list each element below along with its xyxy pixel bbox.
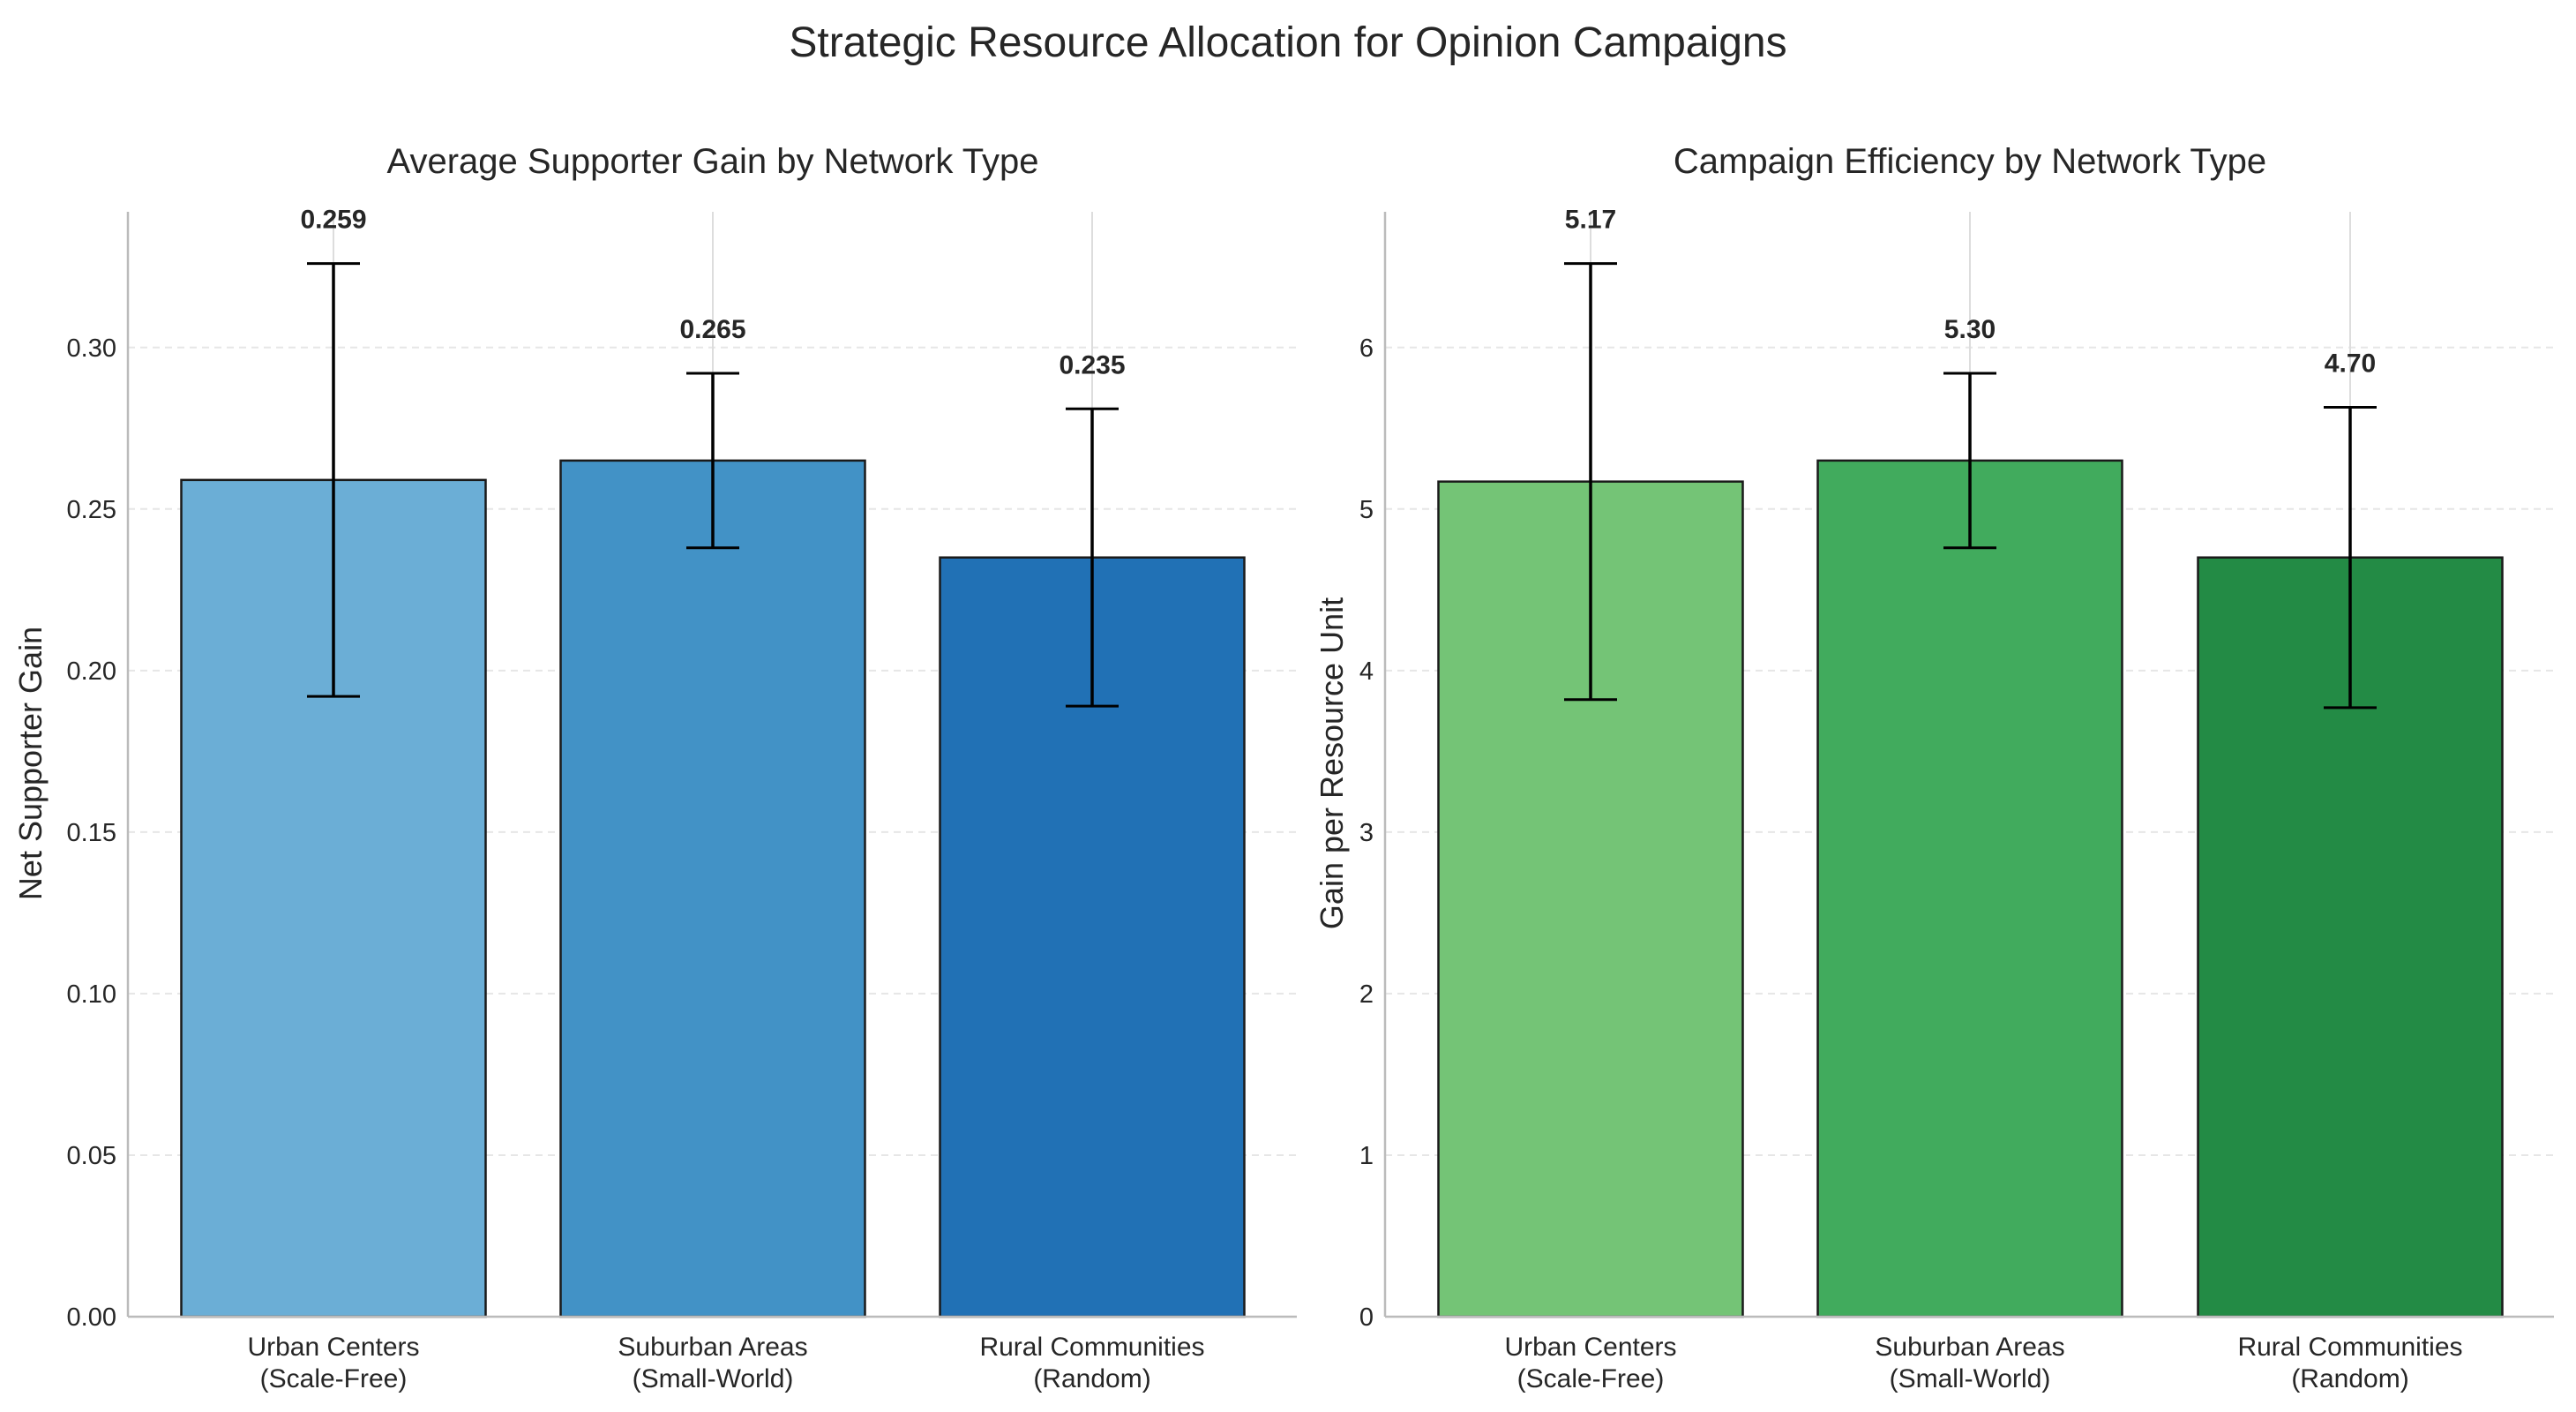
right-x-tick-label-2: Rural Communities (Random): [2237, 1333, 2462, 1393]
left-x-tick-label-0-line-0: Urban Centers: [247, 1333, 419, 1362]
right-chart: 5.17 5.30 4.70 0 1 2 3 4 5 6 Urban Centers (Scale…: [1314, 142, 2554, 1393]
left-y-tick-label-0: 0.00: [67, 1303, 116, 1332]
right-y-tick-label-3: 3: [1359, 819, 1374, 847]
right-y-axis-label: Gain per Resource Unit: [1314, 597, 1350, 929]
left-y-tick-label-2: 0.10: [67, 980, 116, 1009]
left-x-tick-label-0: Urban Centers (Scale-Free): [247, 1333, 419, 1393]
right-y-tick-label-2: 2: [1359, 980, 1374, 1009]
figure-title: Strategic Resource Allocation for Opinio…: [789, 19, 1786, 66]
right-x-ticks: Urban Centers (Scale-Free)Suburban Areas(…: [1504, 1333, 2462, 1393]
right-y-tick-label-4: 4: [1359, 657, 1374, 686]
left-y-tick-label-5: 0.25: [67, 496, 116, 524]
left-x-tick-label-1-line-0: Suburban Areas: [618, 1333, 807, 1362]
left-errorbars: [307, 262, 1119, 708]
left-y-ticks: 0.00 0.05 0.10 0.15 0.20 0.25 0.30: [67, 334, 116, 1332]
left-x-tick-label-2: Rural Communities (Random): [979, 1333, 1204, 1393]
right-y-tick-label-0: 0: [1359, 1303, 1374, 1332]
left-y-tick-label-1: 0.05: [67, 1142, 116, 1170]
right-y-tick-label-6: 6: [1359, 334, 1374, 363]
left-x-ticks: Urban Centers (Scale-Free)Suburban Areas(…: [247, 1333, 1204, 1393]
right-value-label-0: 5.17: [1565, 206, 1616, 235]
right-axes: [1383, 212, 2554, 1318]
left-y-tick-label-3: 0.15: [67, 819, 116, 847]
right-x-tick-label-1: Suburban Areas (Small-World): [1875, 1333, 2064, 1393]
left-x-tick-label-1-line-1: (Small-World): [633, 1364, 794, 1393]
left-x-tick-label-1: Suburban Areas (Small-World): [618, 1333, 807, 1393]
left-bars: [180, 459, 1246, 1318]
left-value-label-2: 0.235: [1059, 350, 1125, 379]
right-bars: [1437, 459, 2504, 1318]
right-x-tick-label-0-line-0: Urban Centers: [1504, 1333, 1676, 1362]
left-y-tick-label-4: 0.20: [67, 657, 116, 686]
right-x-tick-label-0-line-1: (Scale-Free): [1517, 1364, 1665, 1393]
left-x-tick-label-0-line-1: (Scale-Free): [260, 1364, 408, 1393]
left-chart-title: Average Supporter Gain by Network Type: [387, 142, 1039, 181]
right-errorbars: [1564, 262, 2377, 710]
right-y-tick-label-1: 1: [1359, 1142, 1374, 1170]
left-value-label-0: 0.259: [300, 206, 366, 235]
left-bar-2: [939, 556, 1246, 1318]
left-x-tick-label-2-line-0: Rural Communities: [979, 1333, 1204, 1362]
left-chart: 0.259 0.265 0.235 0.00 0.05 0.10 0.15 0.20 0.25…: [12, 142, 1297, 1393]
right-x-tick-label-1-line-1: (Small-World): [1890, 1364, 2051, 1393]
left-value-labels: 0.259 0.265 0.235: [300, 206, 1125, 380]
right-value-label-1: 5.30: [1944, 315, 1996, 344]
left-axes: [126, 212, 1297, 1318]
left-y-tick-label-6: 0.30: [67, 334, 116, 363]
right-x-tick-label-1-line-0: Suburban Areas: [1875, 1333, 2064, 1362]
left-y-axis-label: Net Supporter Gain: [12, 627, 49, 900]
right-chart-title: Campaign Efficiency by Network Type: [1674, 142, 2266, 181]
right-y-ticks: 0 1 2 3 4 5 6: [1359, 334, 1374, 1332]
right-x-tick-label-2-line-0: Rural Communities: [2237, 1333, 2462, 1362]
right-value-labels: 5.17 5.30 4.70: [1565, 206, 2376, 379]
right-x-tick-label-0: Urban Centers (Scale-Free): [1504, 1333, 1676, 1393]
right-y-tick-label-5: 5: [1359, 496, 1374, 524]
left-x-tick-label-2-line-1: (Random): [1033, 1364, 1150, 1393]
right-bar-1: [1816, 459, 2123, 1318]
right-value-label-2: 4.70: [2325, 349, 2376, 378]
right-x-tick-label-2-line-1: (Random): [2291, 1364, 2408, 1393]
left-value-label-1: 0.265: [679, 315, 745, 344]
left-bar-1: [559, 459, 866, 1318]
